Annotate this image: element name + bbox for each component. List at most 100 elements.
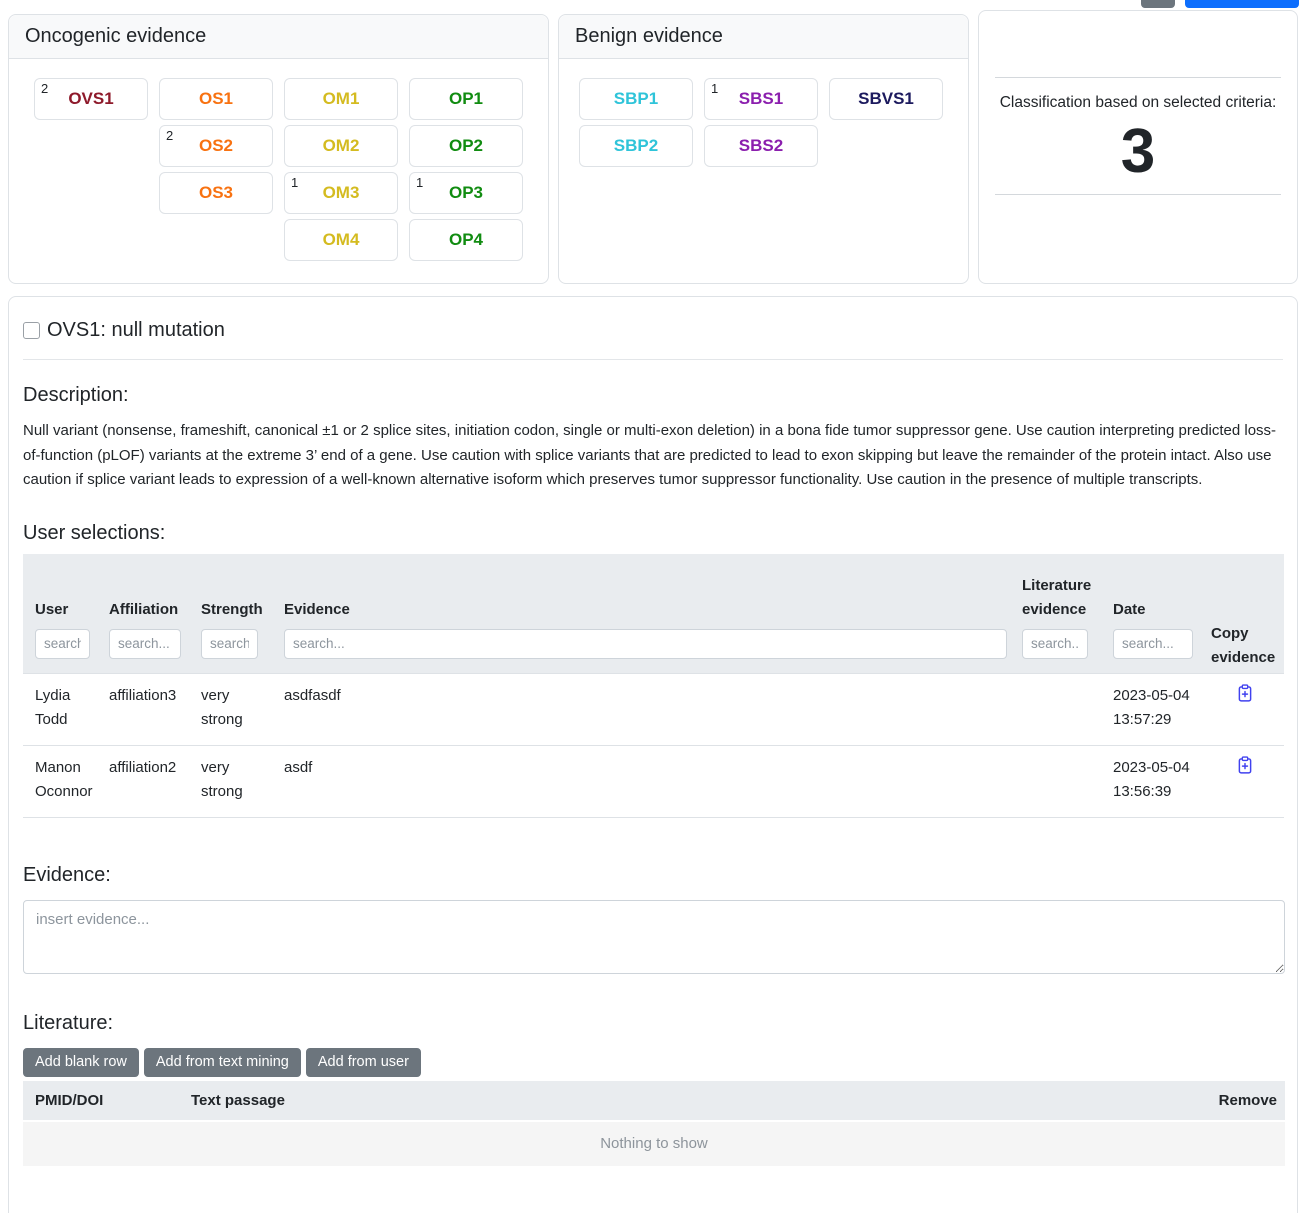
criterion-button-label: SBVS1	[858, 89, 914, 108]
oncogenic-column-om: OM1 OM2 1 OM3 OM4	[284, 78, 398, 261]
criterion-button-label: OS2	[198, 136, 234, 155]
column-header-date: Date	[1101, 553, 1199, 625]
oncogenic-column-os: OS1 2 OS2 OS3	[159, 78, 273, 261]
user-search-input[interactable]	[35, 628, 90, 659]
column-header-evidence: Evidence	[272, 553, 1010, 625]
criterion-count-badge: 2	[41, 81, 49, 96]
criterion-button-os2[interactable]: 2 OS2	[159, 125, 273, 167]
add-from-text-mining-button[interactable]: Add from text mining	[143, 1047, 301, 1077]
criterion-button-label: SBS2	[738, 136, 784, 155]
criterion-description: Null variant (nonsense, frameshift, cano…	[23, 422, 1277, 488]
oncogenic-buttons-grid: 2 OVS1 OS1 2 OS2 OS3	[9, 59, 548, 280]
criterion-count-badge: 1	[416, 175, 424, 190]
description-heading: Description:	[23, 384, 129, 406]
cell-date: 2023-05-04 13:56:39	[1101, 744, 1199, 818]
criterion-button-label: OP2	[448, 136, 484, 155]
column-header-copy-evidence: Copy evidence	[1199, 553, 1284, 673]
literature-button-row: Add blank row Add from text mining Add f…	[23, 1047, 1283, 1077]
oncogenic-evidence-card: Oncogenic evidence 2 OVS1 OS1 2 OS2	[8, 14, 549, 284]
evidence-search-input[interactable]	[284, 628, 1007, 659]
strength-search-input[interactable]	[201, 628, 258, 659]
criterion-button-sbp1[interactable]: SBP1	[579, 78, 693, 120]
criterion-count-badge: 1	[711, 81, 719, 96]
literature-table: PMID/DOI Text passage Remove Nothing to …	[23, 1080, 1285, 1166]
criterion-button-label: OM4	[322, 230, 360, 249]
benign-column-sbs: 1 SBS1 SBS2	[704, 78, 818, 167]
classification-value: 3	[1120, 117, 1156, 186]
criterion-button-om2[interactable]: OM2	[284, 125, 398, 167]
column-header-strength: Strength	[189, 553, 272, 625]
oncogenic-evidence-title: Oncogenic evidence	[9, 15, 548, 59]
criterion-button-om1[interactable]: OM1	[284, 78, 398, 120]
affiliation-search-input[interactable]	[109, 628, 181, 659]
criterion-button-ovs1[interactable]: 2 OVS1	[34, 78, 148, 120]
clipboard-plus-icon	[1238, 683, 1251, 702]
literature-empty-row: Nothing to show	[23, 1119, 1285, 1166]
benign-column-sbvs: SBVS1	[829, 78, 943, 167]
add-blank-row-button[interactable]: Add blank row	[23, 1047, 139, 1077]
important-information-heading: Important information	[23, 1209, 1283, 1213]
criterion-button-label: OP4	[448, 230, 484, 249]
cell-strength: very strong	[189, 744, 272, 818]
copy-evidence-button[interactable]	[1236, 755, 1254, 777]
cell-date: 2023-05-04 13:57:29	[1101, 672, 1199, 745]
criterion-button-label: OP1	[448, 89, 484, 108]
topbar-primary-button[interactable]	[1185, 0, 1299, 8]
table-row: Lydia Todd affiliation3 very strong asdf…	[23, 672, 1284, 745]
criterion-select-checkbox[interactable]	[23, 322, 40, 339]
criterion-button-os3[interactable]: OS3	[159, 172, 273, 214]
oncogenic-column-ovs: 2 OVS1	[34, 78, 148, 261]
cell-literature-evidence	[1010, 672, 1101, 745]
classification-card: Classification based on selected criteri…	[978, 10, 1298, 284]
criterion-button-label: SBS1	[738, 89, 784, 108]
add-from-user-button[interactable]: Add from user	[305, 1047, 421, 1077]
cell-user: Manon Oconnor	[23, 744, 97, 818]
cell-strength: very strong	[189, 672, 272, 745]
benign-evidence-title: Benign evidence	[559, 15, 968, 59]
cell-affiliation: affiliation3	[97, 672, 189, 745]
column-header-pmid-doi: PMID/DOI	[23, 1080, 179, 1121]
clipboard-plus-icon	[1238, 755, 1251, 774]
criterion-button-op1[interactable]: OP1	[409, 78, 523, 120]
criterion-button-op2[interactable]: OP2	[409, 125, 523, 167]
criterion-button-sbp2[interactable]: SBP2	[579, 125, 693, 167]
criterion-button-sbvs1[interactable]: SBVS1	[829, 78, 943, 120]
benign-column-sbp: SBP1 SBP2	[579, 78, 693, 167]
criterion-button-label: OS1	[198, 89, 234, 108]
divider	[995, 194, 1281, 195]
date-search-input[interactable]	[1113, 628, 1193, 659]
criterion-button-label: OS3	[198, 183, 234, 202]
divider	[23, 359, 1283, 360]
evidence-heading: Evidence:	[23, 863, 111, 886]
evidence-textarea[interactable]	[23, 899, 1285, 974]
criterion-detail-card: OVS1: null mutation Description: Null va…	[8, 296, 1298, 1213]
criterion-button-sbs1[interactable]: 1 SBS1	[704, 78, 818, 120]
topbar-gray-button[interactable]	[1141, 0, 1175, 8]
benign-buttons-grid: SBP1 SBP2 1 SBS1 SBS2	[559, 59, 968, 186]
criterion-button-sbs2[interactable]: SBS2	[704, 125, 818, 167]
criterion-button-om4[interactable]: OM4	[284, 219, 398, 261]
column-header-user: User	[23, 553, 97, 625]
criterion-button-op3[interactable]: 1 OP3	[409, 172, 523, 214]
criterion-button-label: OM1	[322, 89, 360, 108]
criterion-button-label: SBP2	[613, 136, 659, 155]
criterion-button-os1[interactable]: OS1	[159, 78, 273, 120]
criterion-button-op4[interactable]: OP4	[409, 219, 523, 261]
column-header-affiliation: Affiliation	[97, 553, 189, 625]
criterion-button-label: OVS1	[68, 89, 114, 108]
criterion-button-om3[interactable]: 1 OM3	[284, 172, 398, 214]
classification-label: Classification based on selected criteri…	[999, 94, 1277, 111]
cell-user: Lydia Todd	[23, 672, 97, 745]
criterion-button-label: SBP1	[613, 89, 659, 108]
literature-heading: Literature:	[23, 1011, 114, 1034]
cell-evidence: asdfasdf	[272, 672, 1010, 745]
cell-literature-evidence	[1010, 744, 1101, 818]
criterion-count-badge: 1	[291, 175, 299, 190]
criterion-count-badge: 2	[166, 128, 174, 143]
literature-evidence-search-input[interactable]	[1022, 628, 1088, 659]
criterion-button-label: OM2	[322, 136, 360, 155]
cell-affiliation: affiliation2	[97, 744, 189, 818]
divider	[995, 77, 1281, 78]
copy-evidence-button[interactable]	[1236, 683, 1254, 705]
